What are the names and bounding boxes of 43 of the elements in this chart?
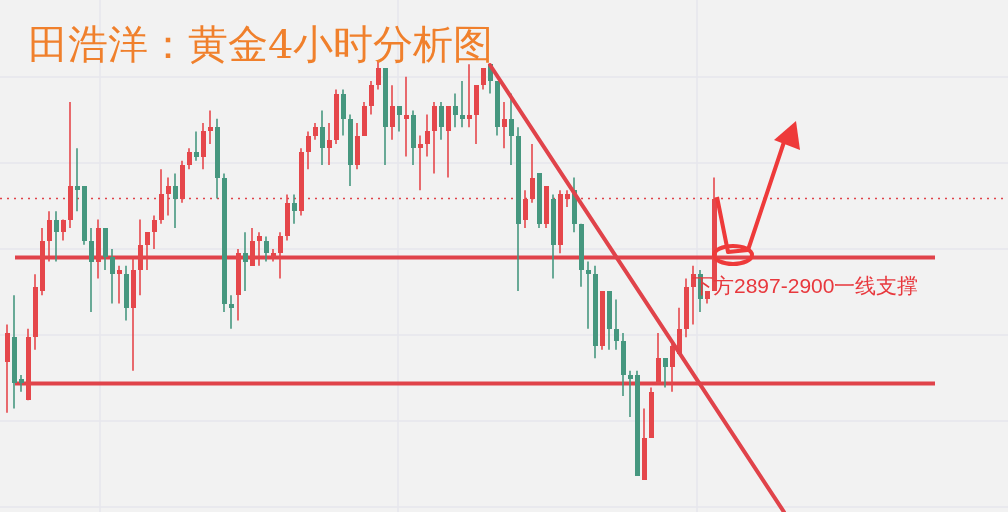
candlestick xyxy=(88,227,94,313)
candlestick xyxy=(585,260,591,330)
candlestick xyxy=(305,130,311,170)
candlestick xyxy=(165,176,171,217)
candlestick xyxy=(277,231,283,280)
candlestick xyxy=(242,231,248,292)
candlestick xyxy=(403,76,409,158)
candlestick xyxy=(109,248,115,305)
candlestick xyxy=(424,113,430,158)
candlestick xyxy=(193,130,199,162)
candlestick xyxy=(256,231,262,267)
candlestick xyxy=(368,80,374,116)
candlestick xyxy=(151,214,157,250)
candlestick xyxy=(186,147,192,170)
candlestick xyxy=(74,147,80,212)
candlestick xyxy=(207,109,213,145)
candlestick xyxy=(172,172,178,229)
candlestick xyxy=(18,374,24,393)
candlestick xyxy=(613,298,619,351)
candlestick xyxy=(263,235,269,263)
candlestick xyxy=(662,357,668,389)
candlestick xyxy=(529,143,535,204)
candlestick xyxy=(270,248,276,263)
candlestick xyxy=(438,101,444,141)
candlestick xyxy=(396,105,402,133)
candlestick xyxy=(46,210,52,263)
candlestick xyxy=(417,134,423,191)
candlestick xyxy=(389,84,395,141)
candlestick xyxy=(501,101,507,149)
candlestick xyxy=(228,294,234,330)
candlestick xyxy=(627,370,633,418)
candlestick xyxy=(466,63,472,128)
title: 田浩洋：黄金4小时分析图 xyxy=(28,21,494,67)
candlestick xyxy=(144,231,150,271)
candlestick xyxy=(53,210,59,263)
candlestick xyxy=(522,189,528,229)
candlestick xyxy=(291,193,297,225)
candlestick xyxy=(116,265,122,305)
candlestick xyxy=(326,122,332,166)
candlestick xyxy=(459,80,465,128)
candlestick xyxy=(480,67,486,91)
candlestick xyxy=(452,92,458,128)
candlestick xyxy=(319,109,325,166)
